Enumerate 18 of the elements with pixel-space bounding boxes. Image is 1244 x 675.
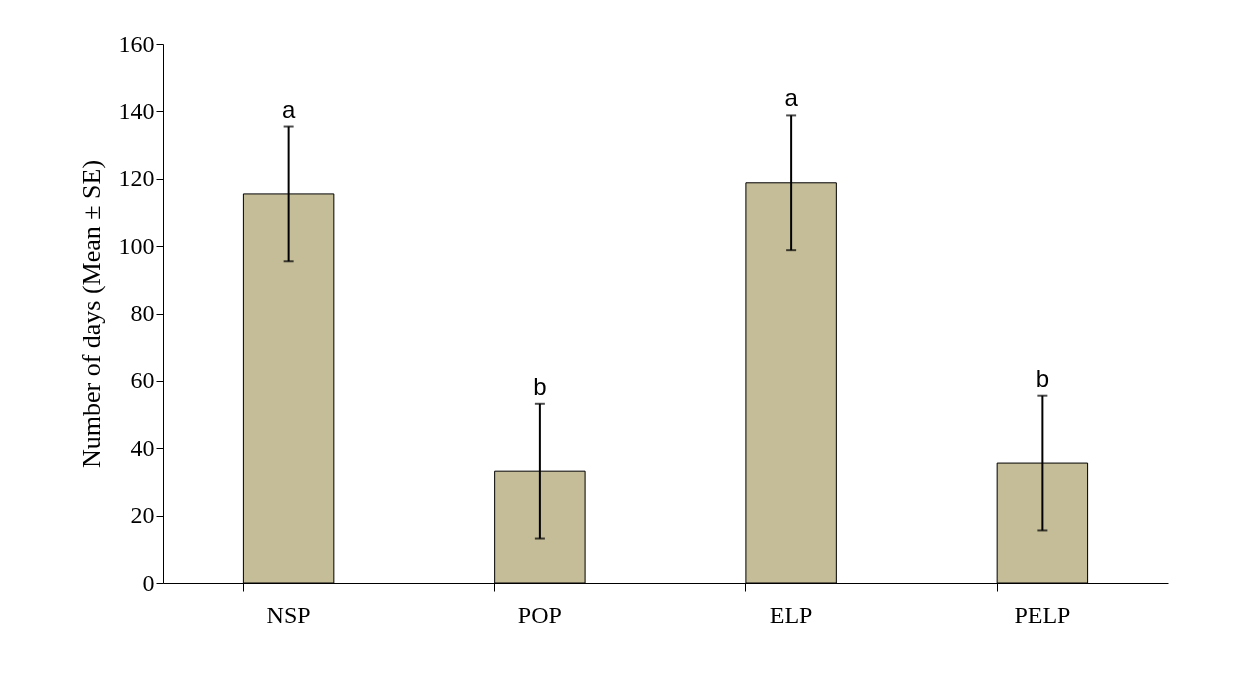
annotation: b bbox=[1035, 364, 1050, 392]
x-tick-label: POP bbox=[517, 601, 562, 628]
annotation: a bbox=[784, 84, 799, 112]
y-tick-label: 20 bbox=[130, 502, 155, 529]
annotation: a bbox=[281, 95, 296, 123]
y-tick-label: 80 bbox=[130, 300, 155, 326]
y-tick-label: 160 bbox=[118, 30, 155, 57]
y-tick-label: 120 bbox=[118, 165, 155, 192]
y-axis-title: Number of days (Mean ± SE) bbox=[76, 159, 106, 469]
x-tick-label: PELP bbox=[1014, 601, 1071, 628]
annotation: b bbox=[533, 372, 547, 400]
y-tick-label: 100 bbox=[118, 232, 155, 259]
x-tick-label: NSP bbox=[266, 601, 311, 628]
y-tick-label: 40 bbox=[130, 434, 155, 461]
y-tick-label: 60 bbox=[130, 367, 155, 394]
y-tick-label: 140 bbox=[118, 97, 155, 124]
y-tick-label: 0 bbox=[142, 569, 155, 596]
x-tick-label: ELP bbox=[769, 601, 813, 628]
